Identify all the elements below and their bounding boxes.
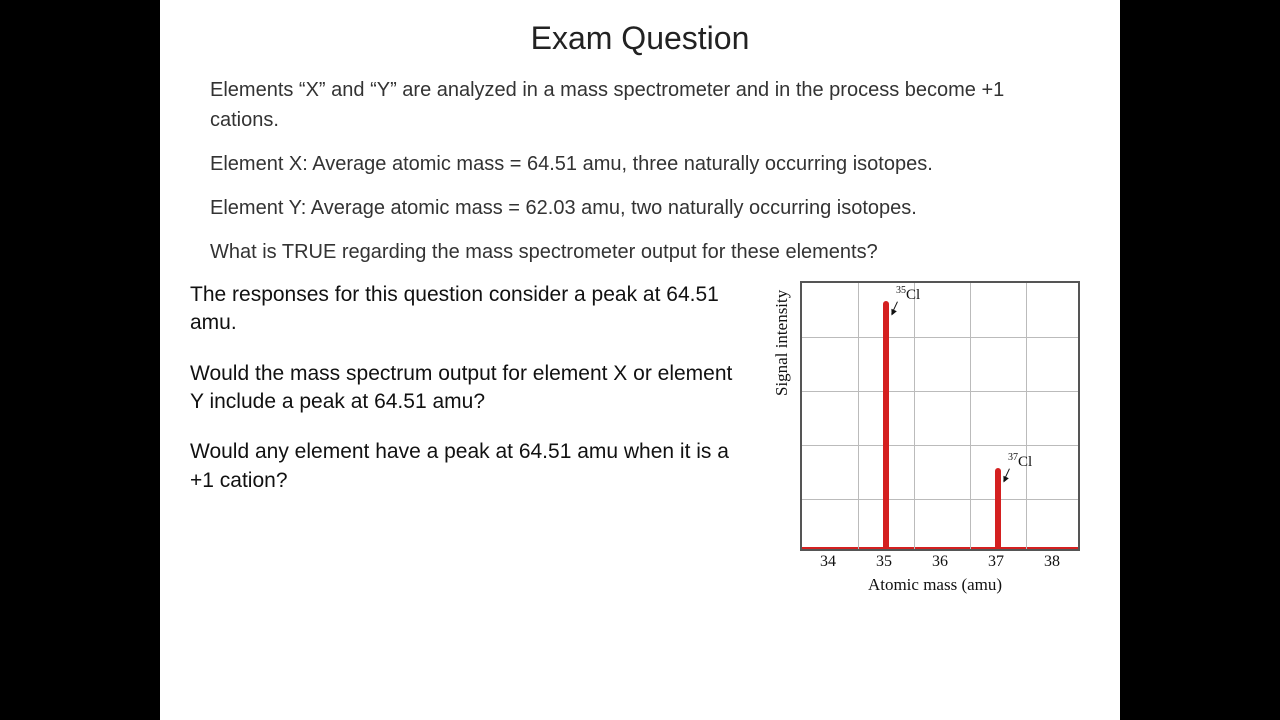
- element-y-info: Element Y: Average atomic mass = 62.03 a…: [210, 193, 1070, 223]
- subquestion-block: The responses for this question consider…: [190, 281, 760, 595]
- gridline-vertical: [970, 283, 971, 549]
- gridline-vertical: [914, 283, 915, 549]
- question-block: Elements “X” and “Y” are analyzed in a m…: [190, 75, 1090, 267]
- gridline-vertical: [858, 283, 859, 549]
- lower-region: The responses for this question consider…: [190, 281, 1090, 595]
- plot-area: 35Cl 37Cl: [800, 281, 1080, 551]
- x-tick-label: 36: [932, 553, 948, 571]
- pointer-arrow: [891, 301, 898, 314]
- peak-label: 37Cl: [1008, 452, 1032, 471]
- gridline-horizontal: [802, 499, 1078, 500]
- element-x-info: Element X: Average atomic mass = 64.51 a…: [210, 149, 1070, 179]
- sub-para-3: Would any element have a peak at 64.51 a…: [190, 438, 750, 495]
- question-prompt: What is TRUE regarding the mass spectrom…: [210, 237, 1070, 267]
- question-intro: Elements “X” and “Y” are analyzed in a m…: [210, 75, 1070, 135]
- x-axis-label: Atomic mass (amu): [780, 575, 1090, 595]
- slide-content: Exam Question Elements “X” and “Y” are a…: [160, 0, 1120, 720]
- sub-para-1: The responses for this question consider…: [190, 281, 750, 338]
- gridline-horizontal: [802, 391, 1078, 392]
- gridline-horizontal: [802, 445, 1078, 446]
- x-tick-label: 35: [876, 553, 892, 571]
- x-axis-ticks: 34 35 36 37 38: [800, 551, 1080, 573]
- x-tick-label: 38: [1044, 553, 1060, 571]
- x-tick-label: 34: [820, 553, 836, 571]
- gridline-vertical: [1026, 283, 1027, 549]
- sub-para-2: Would the mass spectrum output for eleme…: [190, 360, 750, 417]
- pointer-arrow: [1003, 468, 1010, 481]
- mass-spectrum-chart: Signal intensity 35Cl37Cl 3435363738 Ato…: [780, 281, 1090, 595]
- spectrum-baseline: [802, 547, 1078, 549]
- slide-title: Exam Question: [190, 20, 1090, 57]
- peak-label: 35Cl: [896, 285, 920, 304]
- y-axis-label: Signal intensity: [772, 290, 792, 396]
- spectrum-peak: [883, 301, 889, 549]
- x-tick-label: 37: [988, 553, 1004, 571]
- gridline-horizontal: [802, 337, 1078, 338]
